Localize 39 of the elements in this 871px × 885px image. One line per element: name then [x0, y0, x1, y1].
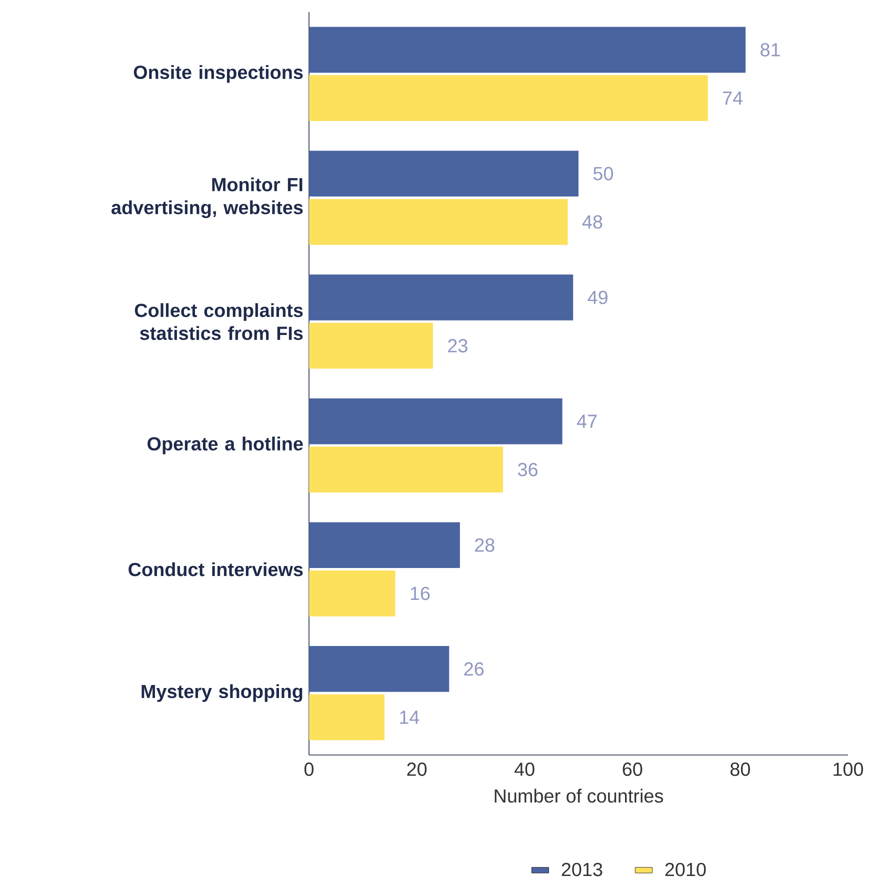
x-tick-label: 80 — [730, 762, 750, 776]
bar — [309, 446, 504, 492]
data-label: 28 — [475, 538, 494, 552]
x-tick-label: 60 — [622, 762, 642, 776]
y-tick-label: Operate a hotline — [148, 436, 303, 454]
x-tick-label: 20 — [407, 762, 427, 776]
legend-label: 2010 — [665, 862, 706, 876]
data-label: 50 — [593, 166, 614, 180]
data-label: 49 — [588, 290, 608, 304]
bar — [309, 274, 574, 320]
data-label: 81 — [760, 43, 780, 56]
bar — [309, 150, 579, 197]
data-label: 26 — [464, 662, 484, 676]
x-axis-title: Number of countries — [494, 788, 663, 803]
bar — [309, 199, 568, 245]
bar — [309, 75, 708, 121]
data-label: 74 — [723, 92, 743, 105]
y-tick-label: Collect complaints statistics from FIs — [134, 303, 303, 340]
y-tick-label: Conduct interviews — [128, 562, 303, 576]
y-tick-label: Mystery shopping — [142, 684, 302, 702]
data-label: 36 — [518, 462, 538, 476]
data-label: 16 — [410, 586, 430, 600]
y-tick-label: Onsite inspections — [134, 65, 303, 83]
data-label: 47 — [576, 414, 597, 428]
x-tick-label: 100 — [834, 762, 864, 776]
data-label: 14 — [400, 710, 420, 724]
x-tick-label: 0 — [304, 762, 314, 776]
x-tick-label: 40 — [514, 762, 534, 776]
bar — [309, 522, 460, 568]
y-tick-label: Monitor FI advertising, websites — [112, 177, 303, 218]
bar — [309, 570, 396, 616]
bar — [309, 694, 384, 740]
bar — [309, 646, 450, 692]
bar — [309, 398, 562, 444]
data-label: 48 — [582, 215, 602, 229]
bar — [309, 322, 433, 369]
bar — [309, 26, 746, 73]
legend-label: 2013 — [562, 862, 602, 876]
data-label: 23 — [448, 339, 468, 352]
